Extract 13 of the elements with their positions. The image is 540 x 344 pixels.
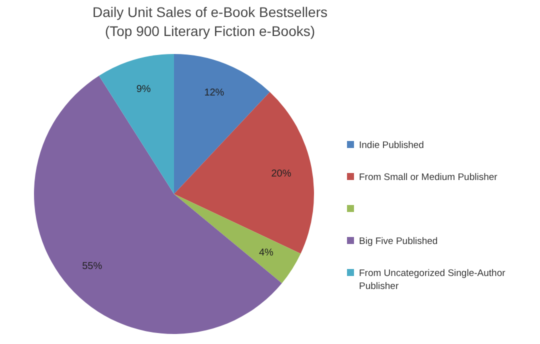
pie-slice bbox=[174, 54, 270, 194]
pie-slice bbox=[98, 54, 174, 194]
data-label: 20% bbox=[271, 168, 292, 180]
pie-slice bbox=[174, 194, 301, 284]
legend-label: From Small or Medium Publisher bbox=[359, 172, 498, 183]
legend-label: From Uncategorized Single-Author Publisher bbox=[359, 268, 506, 292]
data-label: 12% bbox=[204, 87, 224, 98]
legend-label: Indie Published bbox=[359, 140, 424, 151]
data-label: 55% bbox=[82, 261, 102, 272]
chart-title: Daily Unit Sales of e-Book Bestsellers (Top 900 Literary Fiction e-Books) bbox=[92, 4, 328, 39]
data-label: 9% bbox=[136, 84, 151, 96]
legend-label: Big Five Published bbox=[359, 236, 438, 247]
data-label: 4% bbox=[258, 248, 274, 259]
